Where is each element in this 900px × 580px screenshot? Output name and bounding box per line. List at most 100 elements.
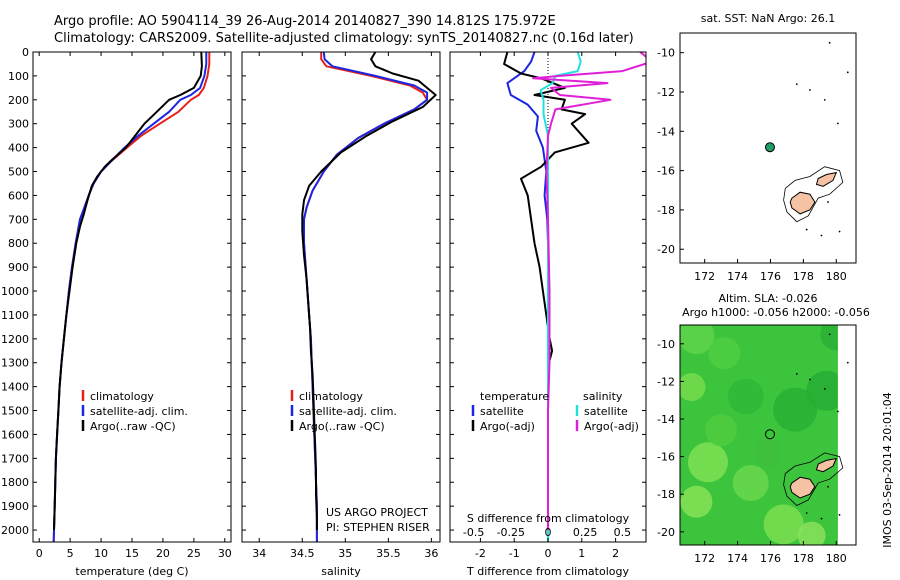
page-subtitle: Climatology: CARS2009. Satellite-adjuste…: [54, 31, 634, 46]
difference-x-tick-label: -1: [509, 547, 520, 560]
sla_map-x-tick-label: 172: [694, 552, 715, 565]
salinity-series-argo-line: [301, 52, 437, 530]
difference-series-salinity_argo-line: [532, 52, 646, 530]
temperature-x-axis-label: temperature (deg C): [75, 565, 188, 578]
sla-blob: [680, 485, 713, 518]
temperature-x-tick-label: 5: [67, 547, 74, 560]
sla-blob: [727, 378, 764, 415]
s-diff-axis-label: S difference from climatology: [467, 512, 630, 525]
sst_map-small-island: [838, 230, 841, 233]
depth-tick-label: 400: [8, 142, 29, 155]
diff-legend-title-salinity: salinity: [583, 390, 623, 403]
salinity-x-tick-label: 34: [252, 547, 266, 560]
s-diff-tick-label: 0.5: [614, 526, 632, 539]
salinity-legend-label: climatology: [299, 390, 363, 403]
sla_map-y-tick-label: -12: [657, 375, 675, 388]
sla_map-x-tick-label: 174: [727, 552, 748, 565]
project-annotation: US ARGO PROJECT: [326, 506, 428, 519]
sla_map-small-island: [795, 372, 798, 375]
difference-x-tick-label: 2: [612, 547, 619, 560]
sst_map-x-tick-label: 180: [826, 270, 847, 283]
sst_map-x-tick-label: 176: [760, 270, 781, 283]
salinity-x-tick-label: 35.5: [376, 547, 401, 560]
salinity-series-group: [301, 52, 437, 542]
depth-tick-label: 100: [8, 70, 29, 83]
sla-field: [680, 325, 856, 545]
imos-credit: IMOS 03-Sep-2014 20:01:04: [881, 392, 894, 547]
sst_map-y-tick-label: -14: [657, 125, 675, 138]
sst_map-float-marker: [764, 142, 775, 153]
diff-legend-label: Argo(-adj): [584, 420, 639, 433]
depth-tick-label: 1500: [1, 405, 29, 418]
depth-tick-label: 1800: [1, 476, 29, 489]
depth-tick-label: 1400: [1, 381, 29, 394]
depth-tick-label: 1900: [1, 500, 29, 513]
depth-tick-label: 0: [22, 46, 29, 59]
salinity-series-climatology-line: [303, 52, 429, 542]
sla_map-island: [815, 457, 838, 473]
sla_map-small-island: [827, 485, 829, 488]
diff-legend-label: satellite: [584, 405, 628, 418]
sla_map-x-tick-label: 180: [826, 552, 847, 565]
sla_map-y-tick-label: -18: [657, 488, 675, 501]
sla-map-title-1: Altim. SLA: -0.026: [718, 292, 817, 305]
sla-map-title-2: Argo h1000: -0.056 h2000: -0.056: [682, 306, 870, 319]
temperature-legend-label: Argo(..raw -QC): [90, 420, 176, 433]
depth-tick-label: 1000: [1, 285, 29, 298]
temperature-series-satellite-line: [52, 52, 208, 542]
s-diff-tick-label: -0.5: [463, 526, 484, 539]
page-title: Argo profile: AO 5904114_39 26-Aug-2014 …: [54, 14, 556, 29]
sla_map-y-tick-label: -14: [657, 413, 675, 426]
difference-series-satellite-line: [506, 52, 549, 542]
salinity-x-tick-label: 36: [424, 547, 438, 560]
sla-blob: [797, 521, 826, 545]
sla-blob: [705, 414, 738, 447]
sst_map-small-island: [795, 83, 798, 86]
salinity-series-satellite-line: [303, 52, 429, 542]
depth-tick-label: 1600: [1, 428, 29, 441]
sst_map-y-tick-label: -10: [657, 47, 675, 60]
temperature-x-tick-label: 20: [156, 547, 170, 560]
temperature-x-tick-label: 10: [94, 547, 108, 560]
sst_map-small-island: [846, 71, 849, 74]
difference-x-tick-label: 0: [545, 547, 552, 560]
sst_map-small-island: [828, 41, 831, 44]
pi-annotation: PI: STEPHEN RISER: [326, 521, 430, 534]
sla-blob: [763, 504, 804, 545]
sst_map-small-island: [820, 234, 823, 237]
temperature-x-tick-label: 25: [187, 547, 201, 560]
sst_map-small-island: [837, 122, 839, 125]
salinity-frame: [241, 51, 441, 543]
temperature-frame: [32, 51, 232, 543]
temperature-x-tick-label: 15: [125, 547, 139, 560]
sst_map-y-tick-label: -12: [657, 86, 675, 99]
depth-tick-label: 1200: [1, 333, 29, 346]
depth-tick-label: 600: [8, 189, 29, 202]
sst_map-x-tick-label: 172: [694, 270, 715, 283]
diff-legend-title-temperature: temperature: [480, 390, 549, 403]
difference-series-salinity_satellite-line: [539, 52, 582, 542]
sst_map-y-tick-label: -16: [657, 165, 675, 178]
sla-blob: [806, 370, 847, 411]
sla_map-island: [789, 476, 816, 499]
sst_map-small-island: [823, 98, 826, 101]
s-diff-tick-label: 0: [545, 526, 552, 539]
sla_map-small-island: [838, 514, 841, 516]
sla-blob: [732, 464, 769, 501]
temperature-x-tick-label: 30: [218, 547, 232, 560]
temperature-legend-label: climatology: [90, 390, 154, 403]
sst_map-y-tick-label: -20: [657, 243, 675, 256]
depth-tick-label: 2000: [1, 524, 29, 537]
difference-x-tick-label: 1: [578, 547, 585, 560]
sla_map-small-island: [820, 517, 823, 520]
temperature-series-group: [52, 52, 211, 542]
sst-map-title: sat. SST: NaN Argo: 26.1: [701, 12, 835, 25]
sla_map-frame: [679, 324, 857, 546]
s-diff-tick-label: -0.25: [497, 526, 525, 539]
difference-x-tick-label: -2: [475, 547, 486, 560]
sla-blob: [708, 337, 741, 370]
salinity-legend-label: satellite-adj. clim.: [299, 405, 397, 418]
sst_map-small-island: [809, 89, 811, 91]
depth-tick-label: 700: [8, 213, 29, 226]
